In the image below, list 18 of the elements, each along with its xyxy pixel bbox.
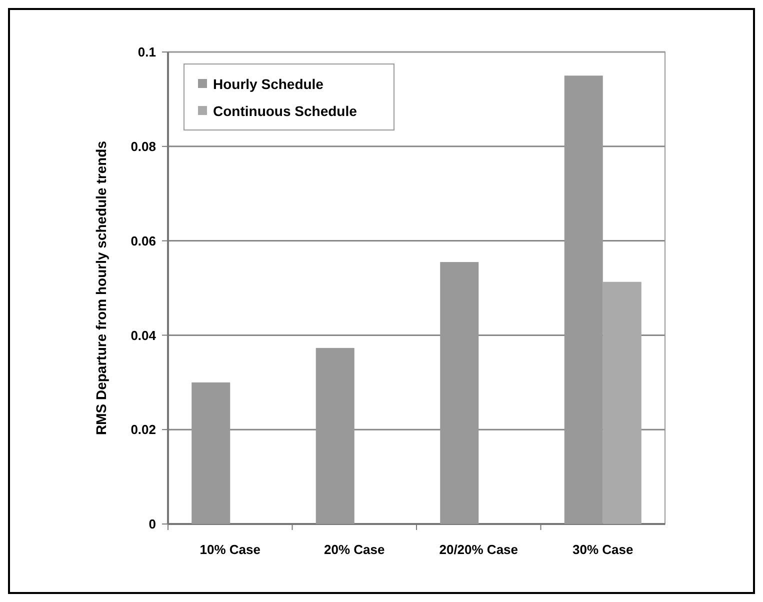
x-tick-label: 30% Case [572,542,634,557]
y-tick-label: 0.02 [130,422,156,438]
y-tick-label: 0.1 [138,44,156,60]
bar [316,348,354,524]
y-tick-label: 0.08 [130,138,156,154]
x-tick-label: 20% Case [324,542,385,557]
x-tick-label: 10% Case [200,542,260,557]
y-tick-label: 0.06 [130,233,156,248]
bar [192,382,230,524]
y-axis-title: RMS Departure from hourly schedule trends [93,140,109,436]
bar [440,262,479,524]
x-tick-label: 20/20% Case [439,542,518,557]
legend-label: Continuous Schedule [213,102,358,119]
bar [564,76,603,524]
y-tick-label: 0 [148,516,156,532]
legend-label: Hourly Schedule [213,76,324,92]
y-tick-label: 0.04 [130,328,157,343]
bar [602,282,642,524]
